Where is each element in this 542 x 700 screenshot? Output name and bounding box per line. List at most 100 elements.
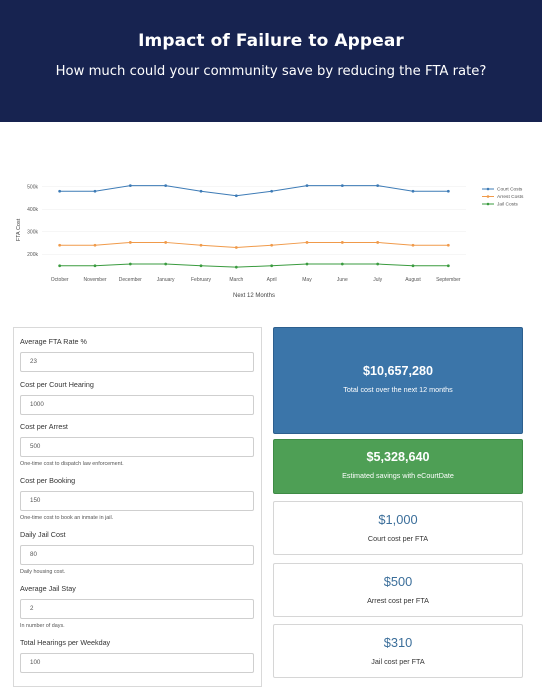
savings-label: Estimated savings with eCourtDate — [342, 471, 454, 480]
x-tick-label: August — [405, 277, 421, 283]
legend-label: Jail Costs — [497, 202, 518, 208]
field-fta-rate: Average FTA Rate % 23 — [20, 336, 256, 372]
jail-stay-label: Average Jail Stay — [20, 584, 76, 593]
x-tick-label: June — [337, 277, 348, 283]
y-axis-title: FTA Cost — [16, 218, 22, 241]
series-line — [59, 241, 449, 249]
data-point — [446, 264, 450, 268]
jail-cost-label-card: Jail cost per FTA — [371, 657, 425, 666]
savings-amount: $5,328,640 — [366, 450, 430, 464]
data-point — [270, 189, 274, 193]
x-tick-label: May — [302, 277, 312, 283]
arrest-cost-label-card: Arrest cost per FTA — [367, 596, 429, 605]
fta-rate-input[interactable]: 23 — [20, 352, 254, 372]
legend-label: Arrest Costs — [497, 194, 524, 200]
y-tick-label: 500k — [27, 185, 38, 191]
booking-cost-label: Cost per Booking — [20, 476, 76, 485]
x-tick-label: July — [373, 277, 382, 283]
data-point — [199, 189, 203, 193]
data-point — [58, 243, 62, 247]
data-point — [446, 243, 450, 247]
field-jail-stay: Average Jail Stay 2 In number of days. — [20, 583, 256, 629]
y-tick-label: 200k — [27, 252, 38, 258]
data-point — [305, 184, 309, 188]
data-point — [164, 262, 168, 266]
total-cost-card: $10,657,280 Total cost over the next 12 … — [273, 327, 523, 434]
x-tick-label: November — [83, 277, 106, 283]
x-tick-label: December — [119, 277, 142, 283]
booking-cost-hint: One-time cost to book an inmate in jail. — [20, 515, 114, 521]
x-tick-label: January — [157, 277, 175, 283]
arrest-cost-label: Cost per Arrest — [20, 422, 68, 431]
total-cost-label: Total cost over the next 12 months — [343, 385, 453, 394]
legend-marker — [486, 202, 490, 206]
arrest-cost-hint: One-time cost to dispatch law enforcemen… — [20, 461, 124, 467]
data-point — [234, 194, 238, 198]
field-booking-cost: Cost per Booking 150 One-time cost to bo… — [20, 475, 256, 521]
arrest-cost-amount: $500 — [383, 574, 413, 589]
jail-stay-hint: In number of days. — [20, 623, 65, 629]
page-title: Impact of Failure to Appear — [138, 31, 404, 51]
data-point — [93, 189, 97, 193]
y-tick-label: 400k — [27, 207, 38, 213]
field-arrest-cost: Cost per Arrest 500 One-time cost to dis… — [20, 421, 256, 467]
y-tick-label: 300k — [27, 230, 38, 236]
data-point — [199, 264, 203, 268]
field-court-hearing: Cost per Court Hearing 1000 — [20, 379, 256, 415]
data-point — [199, 243, 203, 247]
fta-rate-label: Average FTA Rate % — [20, 337, 87, 346]
data-point — [58, 189, 62, 193]
x-tick-label: September — [436, 277, 461, 283]
x-tick-label: March — [229, 277, 243, 283]
data-point — [305, 262, 309, 266]
court-cost-label: Court cost per FTA — [367, 534, 429, 543]
legend-marker — [486, 195, 490, 198]
daily-jail-hint: Daily housing cost. — [20, 569, 66, 575]
series-line — [59, 263, 449, 268]
data-point — [128, 184, 132, 188]
data-point — [93, 264, 97, 268]
savings-card: $5,328,640 Estimated savings with eCourt… — [273, 439, 523, 494]
data-point — [340, 262, 344, 266]
data-point — [305, 241, 309, 244]
series-line — [59, 185, 449, 197]
field-daily-jail: Daily Jail Cost 80 Daily housing cost. — [20, 529, 256, 575]
x-tick-label: February — [191, 277, 212, 283]
jail-stay-input[interactable]: 2 — [20, 599, 254, 619]
hearings-weekday-input[interactable]: 100 — [20, 653, 254, 673]
data-point — [270, 243, 274, 247]
data-point — [411, 189, 415, 193]
legend-marker — [486, 187, 490, 191]
data-point — [411, 243, 415, 247]
data-point — [58, 264, 62, 268]
field-hearings-weekday: Total Hearings per Weekday 100 — [20, 637, 256, 673]
arrest-cost-card: $500 Arrest cost per FTA — [273, 563, 523, 617]
hearings-weekday-label: Total Hearings per Weekday — [20, 638, 111, 647]
data-point — [340, 184, 344, 188]
arrest-cost-input[interactable]: 500 — [20, 437, 254, 457]
data-point — [93, 243, 97, 247]
data-point — [164, 241, 168, 244]
jail-cost-card: $310 Jail cost per FTA — [273, 624, 523, 678]
data-point — [128, 241, 132, 244]
court-hearing-input[interactable]: 1000 — [20, 395, 254, 415]
total-cost-amount: $10,657,280 — [362, 364, 434, 378]
court-cost-card: $1,000 Court cost per FTA — [273, 501, 523, 555]
data-point — [234, 265, 238, 269]
data-point — [376, 241, 380, 244]
x-tick-label: April — [267, 277, 277, 283]
fta-cost-chart: 200k 300k 400k 500k October November December J… — [16, 184, 524, 299]
jail-cost-amount: $310 — [383, 635, 413, 650]
data-point — [270, 264, 274, 268]
hero-header: Impact of Failure to Appear How much cou… — [0, 0, 542, 122]
data-point — [376, 262, 380, 266]
x-axis-title: Next 12 Months — [233, 293, 275, 299]
x-tick-label: October — [51, 277, 69, 283]
daily-jail-input[interactable]: 80 — [20, 545, 254, 565]
data-point — [164, 184, 168, 188]
booking-cost-input[interactable]: 150 — [20, 491, 254, 511]
data-point — [411, 264, 415, 268]
data-point — [340, 241, 344, 244]
page-subtitle: How much could your community save by re… — [55, 64, 487, 79]
data-point — [128, 262, 132, 266]
